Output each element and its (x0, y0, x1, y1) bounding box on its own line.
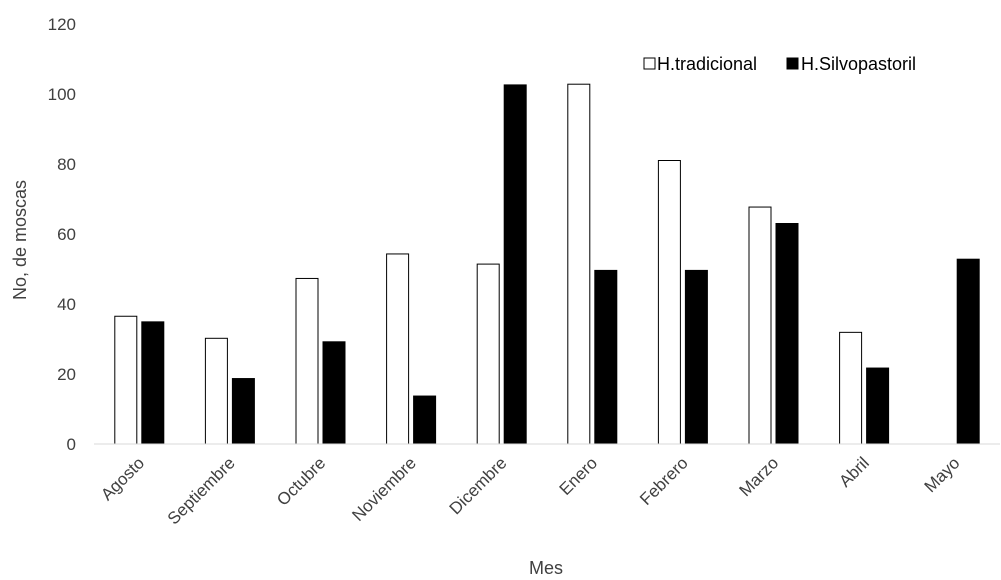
y-tick-label: 80 (57, 155, 76, 174)
y-axis-ticks: 0 20 40 60 80 100 120 (48, 15, 76, 454)
bar-h-silvopastoril-noviembre (413, 395, 437, 445)
y-tick-label: 60 (57, 225, 76, 244)
bar-h-silvopastoril-febrero (684, 269, 708, 445)
x-tick-label: Dicembre (446, 453, 511, 518)
legend-label-h-silvopastoril: H.Silvopastoril (801, 54, 916, 74)
y-axis-title: No, de moscas (10, 180, 30, 300)
legend-swatch-h-silvopastoril (786, 57, 799, 70)
y-tick-label: 120 (48, 15, 76, 34)
x-tick-label: Mayo (921, 453, 964, 496)
y-tick-label: 20 (57, 365, 76, 384)
bar-h-silvopastoril-dicembre (503, 84, 527, 445)
bar-h-silvopastoril-octubre (322, 341, 346, 445)
bar-h-tradicional-agosto (114, 315, 138, 445)
bar-h-tradicional-dicembre (476, 263, 500, 445)
bar-h-silvopastoril-mayo (956, 258, 980, 445)
legend-label-h-tradicional: H.tradicional (657, 54, 757, 74)
bar-h-tradicional-marzo (748, 206, 772, 445)
bar-h-silvopastoril-enero (594, 269, 618, 445)
legend-swatch-h-tradicional (643, 57, 656, 70)
x-tick-label: Marzo (735, 453, 782, 500)
bar-h-tradicional-febrero (657, 160, 681, 445)
x-tick-label: Agosto (97, 453, 148, 504)
bar-h-tradicional-octubre (295, 277, 319, 445)
x-tick-label: Enero (556, 453, 602, 499)
bar-h-tradicional-noviembre (386, 253, 410, 445)
bar-h-silvopastoril-marzo (775, 223, 799, 445)
bar-h-tradicional-septiembre (204, 337, 228, 445)
legend: H.tradicional H.Silvopastoril (643, 54, 916, 74)
bar-h-tradicional-enero (567, 83, 591, 445)
bar-h-tradicional-abril (839, 331, 863, 445)
x-axis-title: Mes (529, 558, 563, 578)
y-tick-label: 100 (48, 85, 76, 104)
bar-h-silvopastoril-abril (866, 367, 890, 445)
x-tick-label: Abril (835, 453, 872, 490)
x-tick-label: Febrero (636, 453, 692, 509)
bars (114, 83, 980, 445)
bar-h-silvopastoril-septiembre (231, 378, 255, 445)
x-tick-label: Septiembre (164, 453, 239, 528)
y-tick-label: 0 (67, 435, 76, 454)
bar-h-silvopastoril-agosto (141, 321, 165, 445)
x-axis-ticks: Agosto Septiembre Octubre Noviembre Dicembre… (97, 453, 963, 528)
x-tick-label: Octubre (273, 453, 329, 509)
x-tick-label: Noviembre (348, 453, 420, 525)
y-tick-label: 40 (57, 295, 76, 314)
